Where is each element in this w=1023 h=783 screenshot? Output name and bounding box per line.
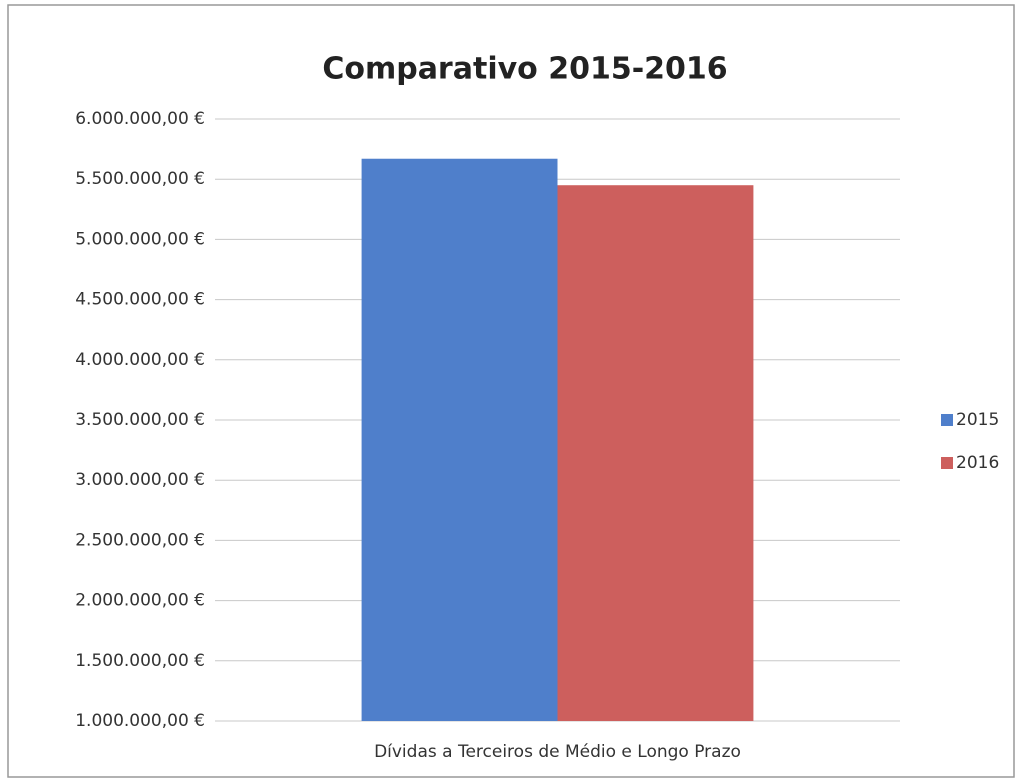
x-tick-label: Dívidas a Terceiros de Médio e Longo Pra… xyxy=(374,742,741,762)
y-tick-label: 5.500.000,00 € xyxy=(75,169,205,189)
y-tick-label: 2.500.000,00 € xyxy=(75,530,205,550)
y-tick-label: 3.500.000,00 € xyxy=(75,410,205,430)
legend-label: 2016 xyxy=(956,453,999,473)
y-tick-label: 4.000.000,00 € xyxy=(75,350,205,370)
y-tick-label: 2.000.000,00 € xyxy=(75,591,205,611)
y-tick-label: 5.000.000,00 € xyxy=(75,229,205,249)
legend-swatch xyxy=(941,414,953,426)
y-tick-label: 1.000.000,00 € xyxy=(75,711,205,731)
y-tick-label: 3.000.000,00 € xyxy=(75,470,205,490)
bar xyxy=(557,185,754,722)
bar xyxy=(361,158,558,721)
chart-title: Comparativo 2015-2016 xyxy=(322,52,727,87)
legend-label: 2015 xyxy=(956,410,999,430)
y-tick-label: 4.500.000,00 € xyxy=(75,290,205,310)
y-tick-label: 1.500.000,00 € xyxy=(75,651,205,671)
legend-swatch xyxy=(941,457,953,469)
y-tick-label: 6.000.000,00 € xyxy=(75,109,205,129)
